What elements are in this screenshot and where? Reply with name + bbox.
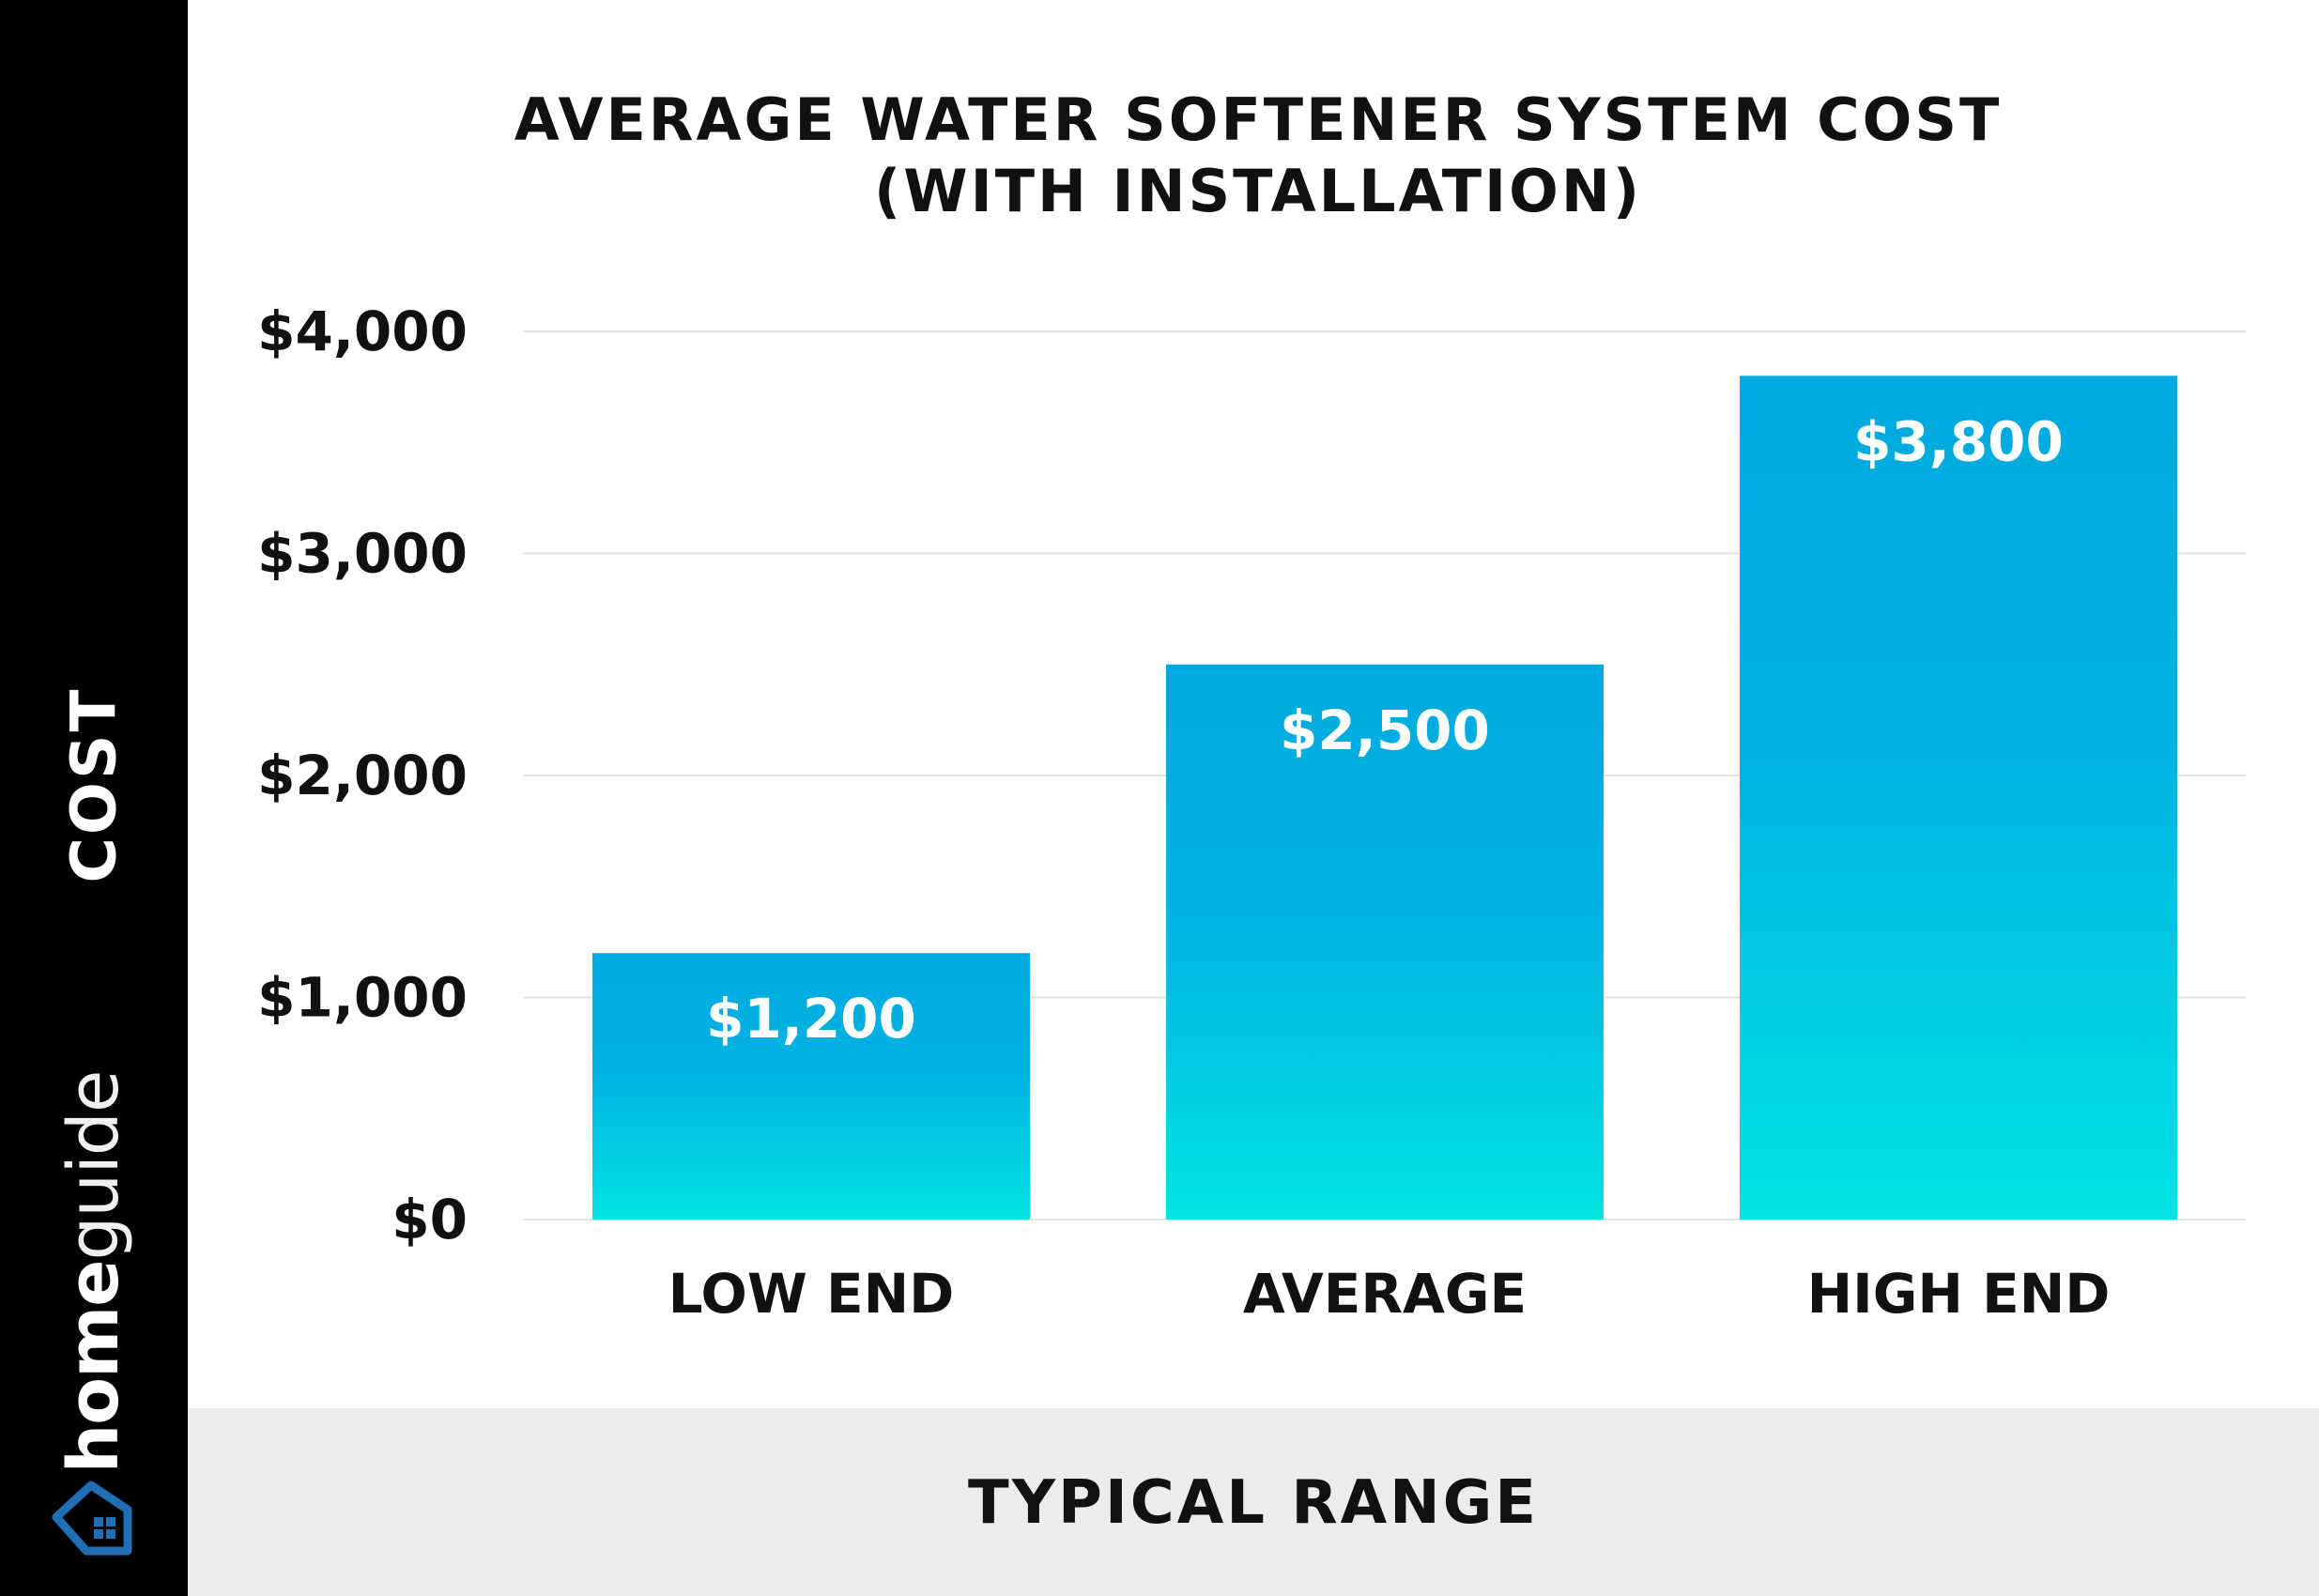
bar-value-label: $2,500 bbox=[1280, 698, 1490, 762]
x-axis-label: TYPICAL RANGE bbox=[968, 1468, 1539, 1538]
x-axis-ticks: LOW END AVERAGE HIGH END bbox=[668, 1262, 2111, 1326]
y-tick-label: $3,000 bbox=[257, 522, 468, 586]
bar bbox=[1166, 664, 1604, 1220]
x-tick-label: LOW END bbox=[668, 1262, 955, 1326]
y-axis-ticks: $0 $1,000 $2,000 $3,000 $4,000 bbox=[257, 299, 468, 1251]
bar-value-label: $1,200 bbox=[706, 987, 916, 1051]
bar-chart: $0$1,000$2,000$3,000$4,000 $1,200$2,500$… bbox=[257, 299, 2246, 1326]
house-icon bbox=[52, 1481, 132, 1556]
chart-subtitle: (WITH INSTALLATION) bbox=[873, 157, 1643, 225]
bars: $1,200 $2,500 $3,800 bbox=[592, 376, 2177, 1220]
y-tick-label: $2,000 bbox=[257, 744, 468, 807]
chart-title-block: AVERAGE WATER SOFTENER SYSTEM COST (WITH… bbox=[514, 84, 2003, 227]
x-axis-band bbox=[188, 1408, 2319, 1596]
bar bbox=[592, 953, 1030, 1220]
sidebar: COST homeguide bbox=[0, 0, 188, 1596]
chart-title: AVERAGE WATER SOFTENER SYSTEM COST bbox=[514, 85, 2003, 154]
bar-value-label: $3,800 bbox=[1853, 409, 2064, 473]
y-tick-label: $4,000 bbox=[257, 299, 468, 363]
y-tick-label: $0 bbox=[392, 1188, 468, 1251]
x-tick-label: AVERAGE bbox=[1243, 1262, 1527, 1326]
bar bbox=[1740, 376, 2177, 1220]
x-tick-label: HIGH END bbox=[1807, 1262, 2111, 1326]
y-tick-label: $1,000 bbox=[257, 966, 468, 1030]
